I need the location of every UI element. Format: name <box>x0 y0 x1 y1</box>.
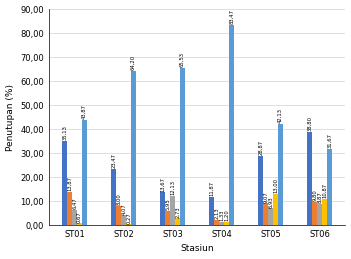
X-axis label: Stasiun: Stasiun <box>180 244 214 254</box>
Bar <box>175 219 180 225</box>
Bar <box>214 220 219 225</box>
Bar <box>62 141 67 225</box>
Bar <box>317 204 322 225</box>
Text: 12,13: 12,13 <box>170 180 175 195</box>
Bar <box>268 208 273 225</box>
Bar <box>116 206 121 225</box>
Bar <box>170 196 175 225</box>
Y-axis label: Penutupan (%): Penutupan (%) <box>6 84 14 150</box>
Text: 5,95: 5,95 <box>165 198 170 210</box>
Text: 28,87: 28,87 <box>258 140 263 155</box>
Text: 8,87: 8,87 <box>317 191 322 203</box>
Bar <box>307 132 312 225</box>
Text: 0,67: 0,67 <box>77 211 82 223</box>
Text: 2,13: 2,13 <box>214 207 219 219</box>
Bar <box>131 71 136 225</box>
Text: 13,87: 13,87 <box>67 176 72 191</box>
Text: 31,67: 31,67 <box>327 133 332 148</box>
Bar <box>160 192 165 225</box>
Text: 42,13: 42,13 <box>278 108 283 123</box>
Text: 9,07: 9,07 <box>263 191 268 203</box>
Text: 83,47: 83,47 <box>229 9 234 24</box>
Text: 11,87: 11,87 <box>209 181 214 196</box>
Bar <box>327 149 332 225</box>
Text: 13,67: 13,67 <box>160 176 165 191</box>
Text: 0,27: 0,27 <box>126 212 131 224</box>
Text: 65,53: 65,53 <box>180 52 185 67</box>
Bar <box>165 211 170 225</box>
Bar <box>224 222 229 225</box>
Text: 1,20: 1,20 <box>224 210 229 221</box>
Text: 6,93: 6,93 <box>268 196 273 208</box>
Bar <box>111 169 116 225</box>
Bar <box>72 210 77 225</box>
Text: 4,07: 4,07 <box>121 203 126 214</box>
Bar <box>322 199 327 225</box>
Text: 6,47: 6,47 <box>72 197 77 209</box>
Text: 35,13: 35,13 <box>62 125 67 140</box>
Bar <box>82 120 87 225</box>
Bar <box>77 224 82 225</box>
Bar <box>180 68 185 225</box>
Text: 64,20: 64,20 <box>131 55 136 70</box>
Bar <box>209 197 214 225</box>
Bar <box>278 124 283 225</box>
Bar <box>258 156 263 225</box>
Bar <box>67 192 72 225</box>
Bar <box>121 215 126 225</box>
Bar <box>263 203 268 225</box>
Text: 2,73: 2,73 <box>175 206 180 218</box>
Text: 9,80: 9,80 <box>312 189 317 201</box>
Text: 8,00: 8,00 <box>116 193 121 205</box>
Text: 13,00: 13,00 <box>273 178 278 193</box>
Text: 1,33: 1,33 <box>219 210 224 221</box>
Text: 38,80: 38,80 <box>307 116 312 131</box>
Bar <box>126 224 131 225</box>
Bar <box>219 222 224 225</box>
Text: 43,87: 43,87 <box>82 104 87 119</box>
Text: 10,87: 10,87 <box>322 183 327 198</box>
Bar <box>312 202 317 225</box>
Text: 23,47: 23,47 <box>111 153 116 168</box>
Bar <box>273 194 278 225</box>
Bar <box>229 25 234 225</box>
